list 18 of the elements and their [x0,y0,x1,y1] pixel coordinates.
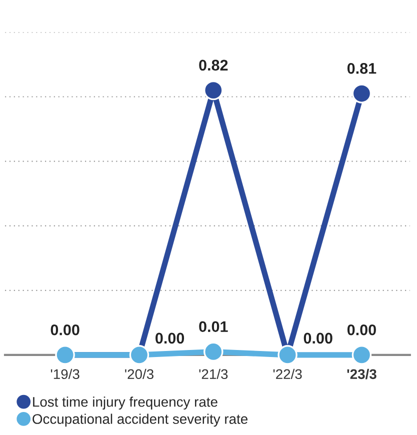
x-tick-label: '21/3 [199,368,228,380]
data-label: 0.00 [156,332,184,344]
data-label: 0.81 [347,63,376,74]
data-label: 0.00 [50,324,80,336]
legend-label: Occupational accident severity rate [32,414,248,427]
data-label: 0.01 [199,321,228,332]
x-tick-label: '20/3 [125,368,154,380]
legend-label: Lost time injury frequency rate [33,396,218,410]
point [204,342,224,362]
data-label: 0.82 [199,60,228,71]
data-label: 0.00 [304,332,332,344]
point [352,345,372,365]
point [204,80,224,100]
data-label: 0.00 [347,324,376,336]
x-tick-label: '22/3 [273,368,302,380]
x-tick-label: '23/3 [347,368,376,380]
point [352,84,372,104]
x-tick-label: '19/3 [50,368,80,380]
